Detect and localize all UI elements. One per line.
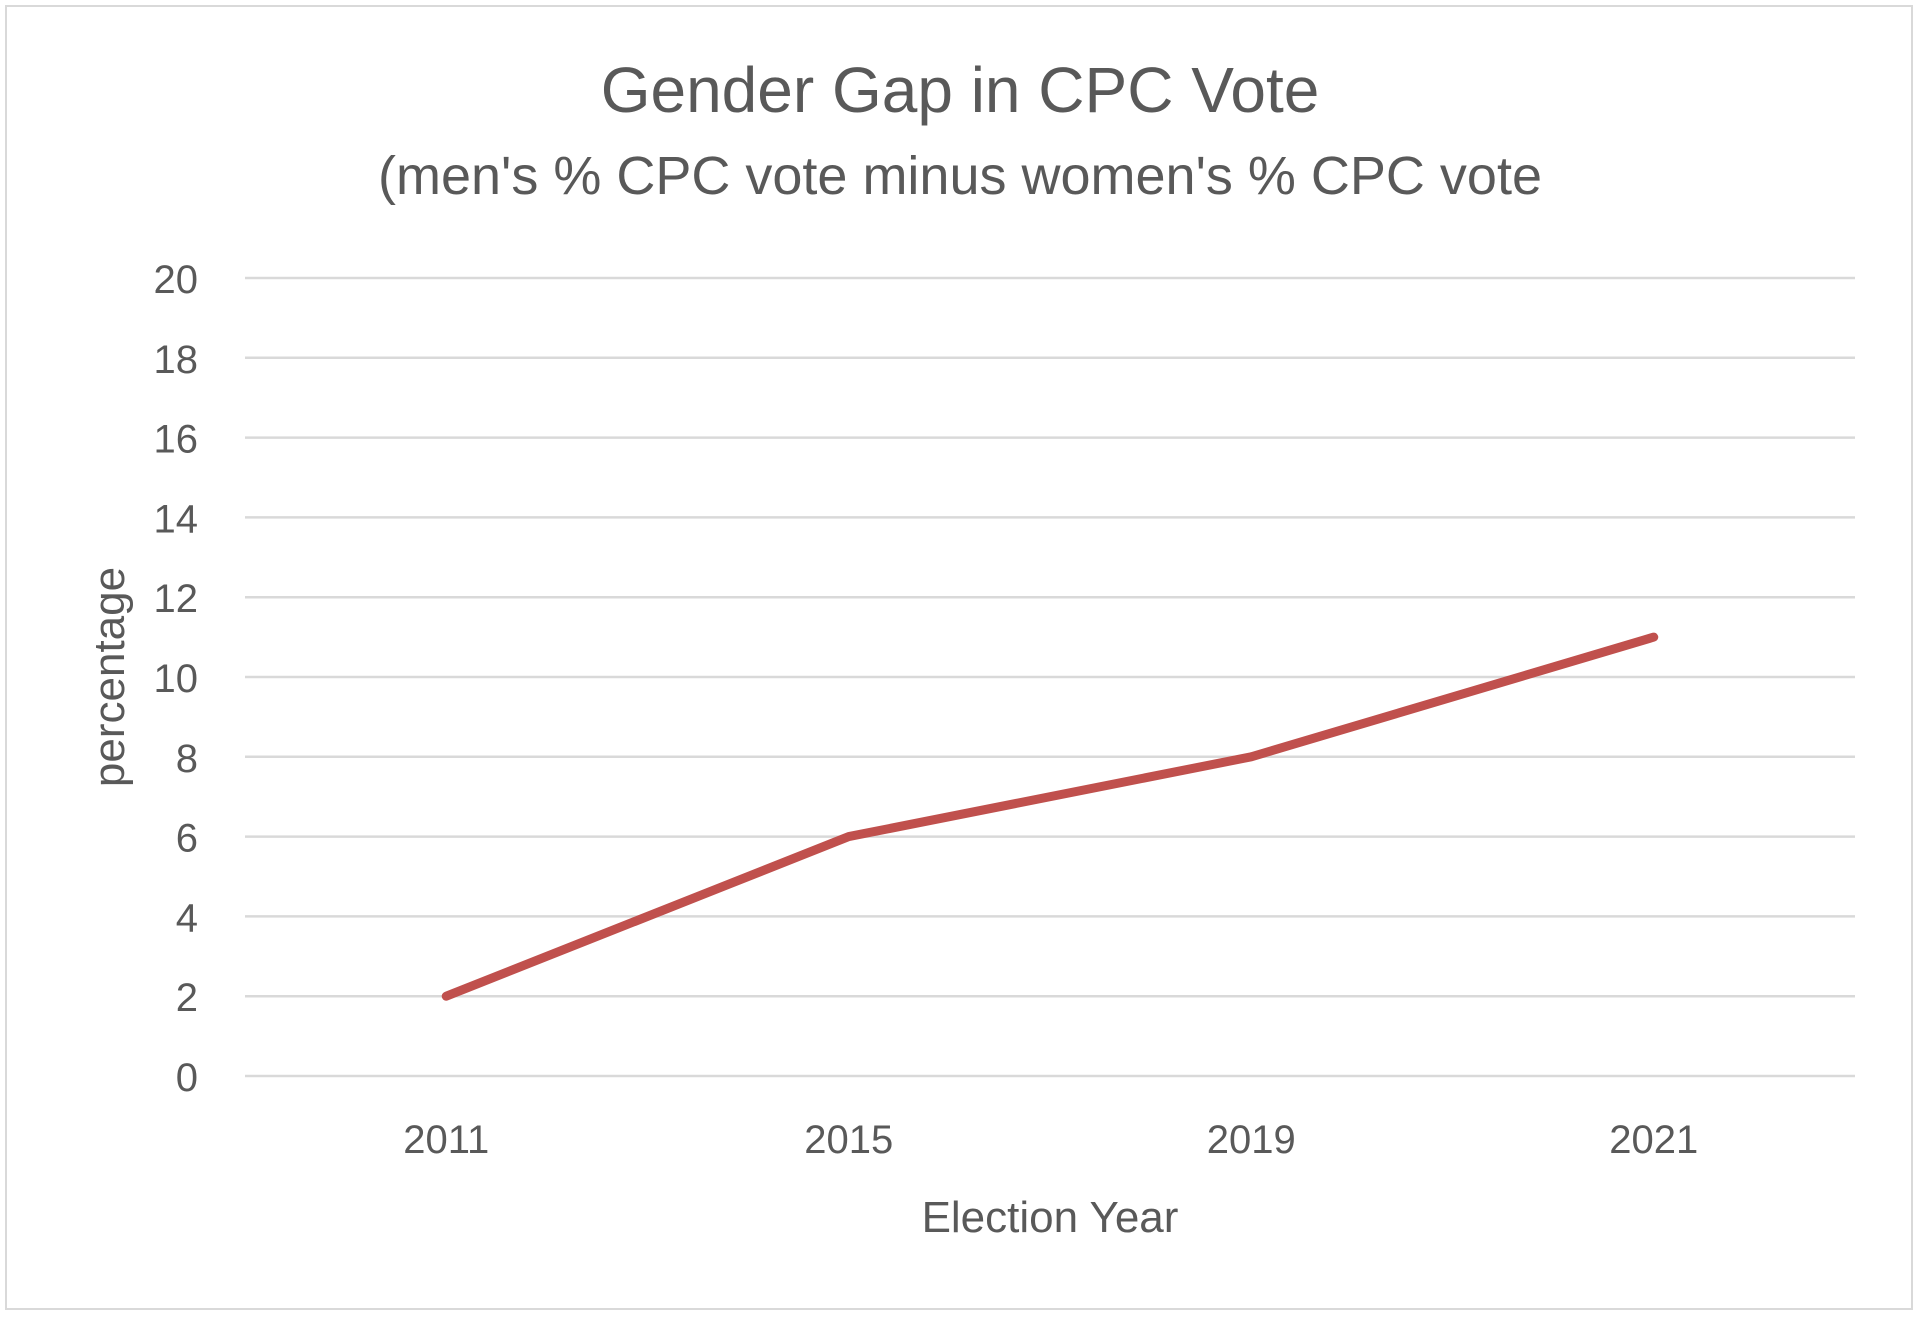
x-tick-label: 2011 xyxy=(403,1118,489,1162)
x-tick-label: 2021 xyxy=(1609,1118,1698,1162)
y-axis-label: percentage xyxy=(85,567,134,787)
y-tick-label: 0 xyxy=(176,1056,198,1100)
y-tick-label: 4 xyxy=(176,896,198,940)
y-tick-label: 8 xyxy=(176,737,198,781)
chart-title: Gender Gap in CPC Vote xyxy=(601,54,1320,126)
y-tick-label: 12 xyxy=(154,577,199,621)
chart-subtitle: (men's % CPC vote minus women's % CPC vo… xyxy=(378,146,1542,206)
y-tick-label: 16 xyxy=(154,418,199,462)
y-tick-label: 18 xyxy=(154,338,199,382)
y-tick-label: 20 xyxy=(154,258,199,302)
y-tick-label: 10 xyxy=(154,657,199,701)
y-tick-label: 14 xyxy=(154,497,199,541)
x-tick-label: 2019 xyxy=(1207,1118,1296,1162)
series-line xyxy=(441,632,1659,1001)
y-tick-label: 2 xyxy=(176,976,198,1020)
x-tick-label: 2015 xyxy=(804,1118,893,1162)
x-axis-label: Election Year xyxy=(922,1193,1179,1242)
y-tick-label: 6 xyxy=(176,817,198,861)
chart-frame xyxy=(5,5,1913,1310)
